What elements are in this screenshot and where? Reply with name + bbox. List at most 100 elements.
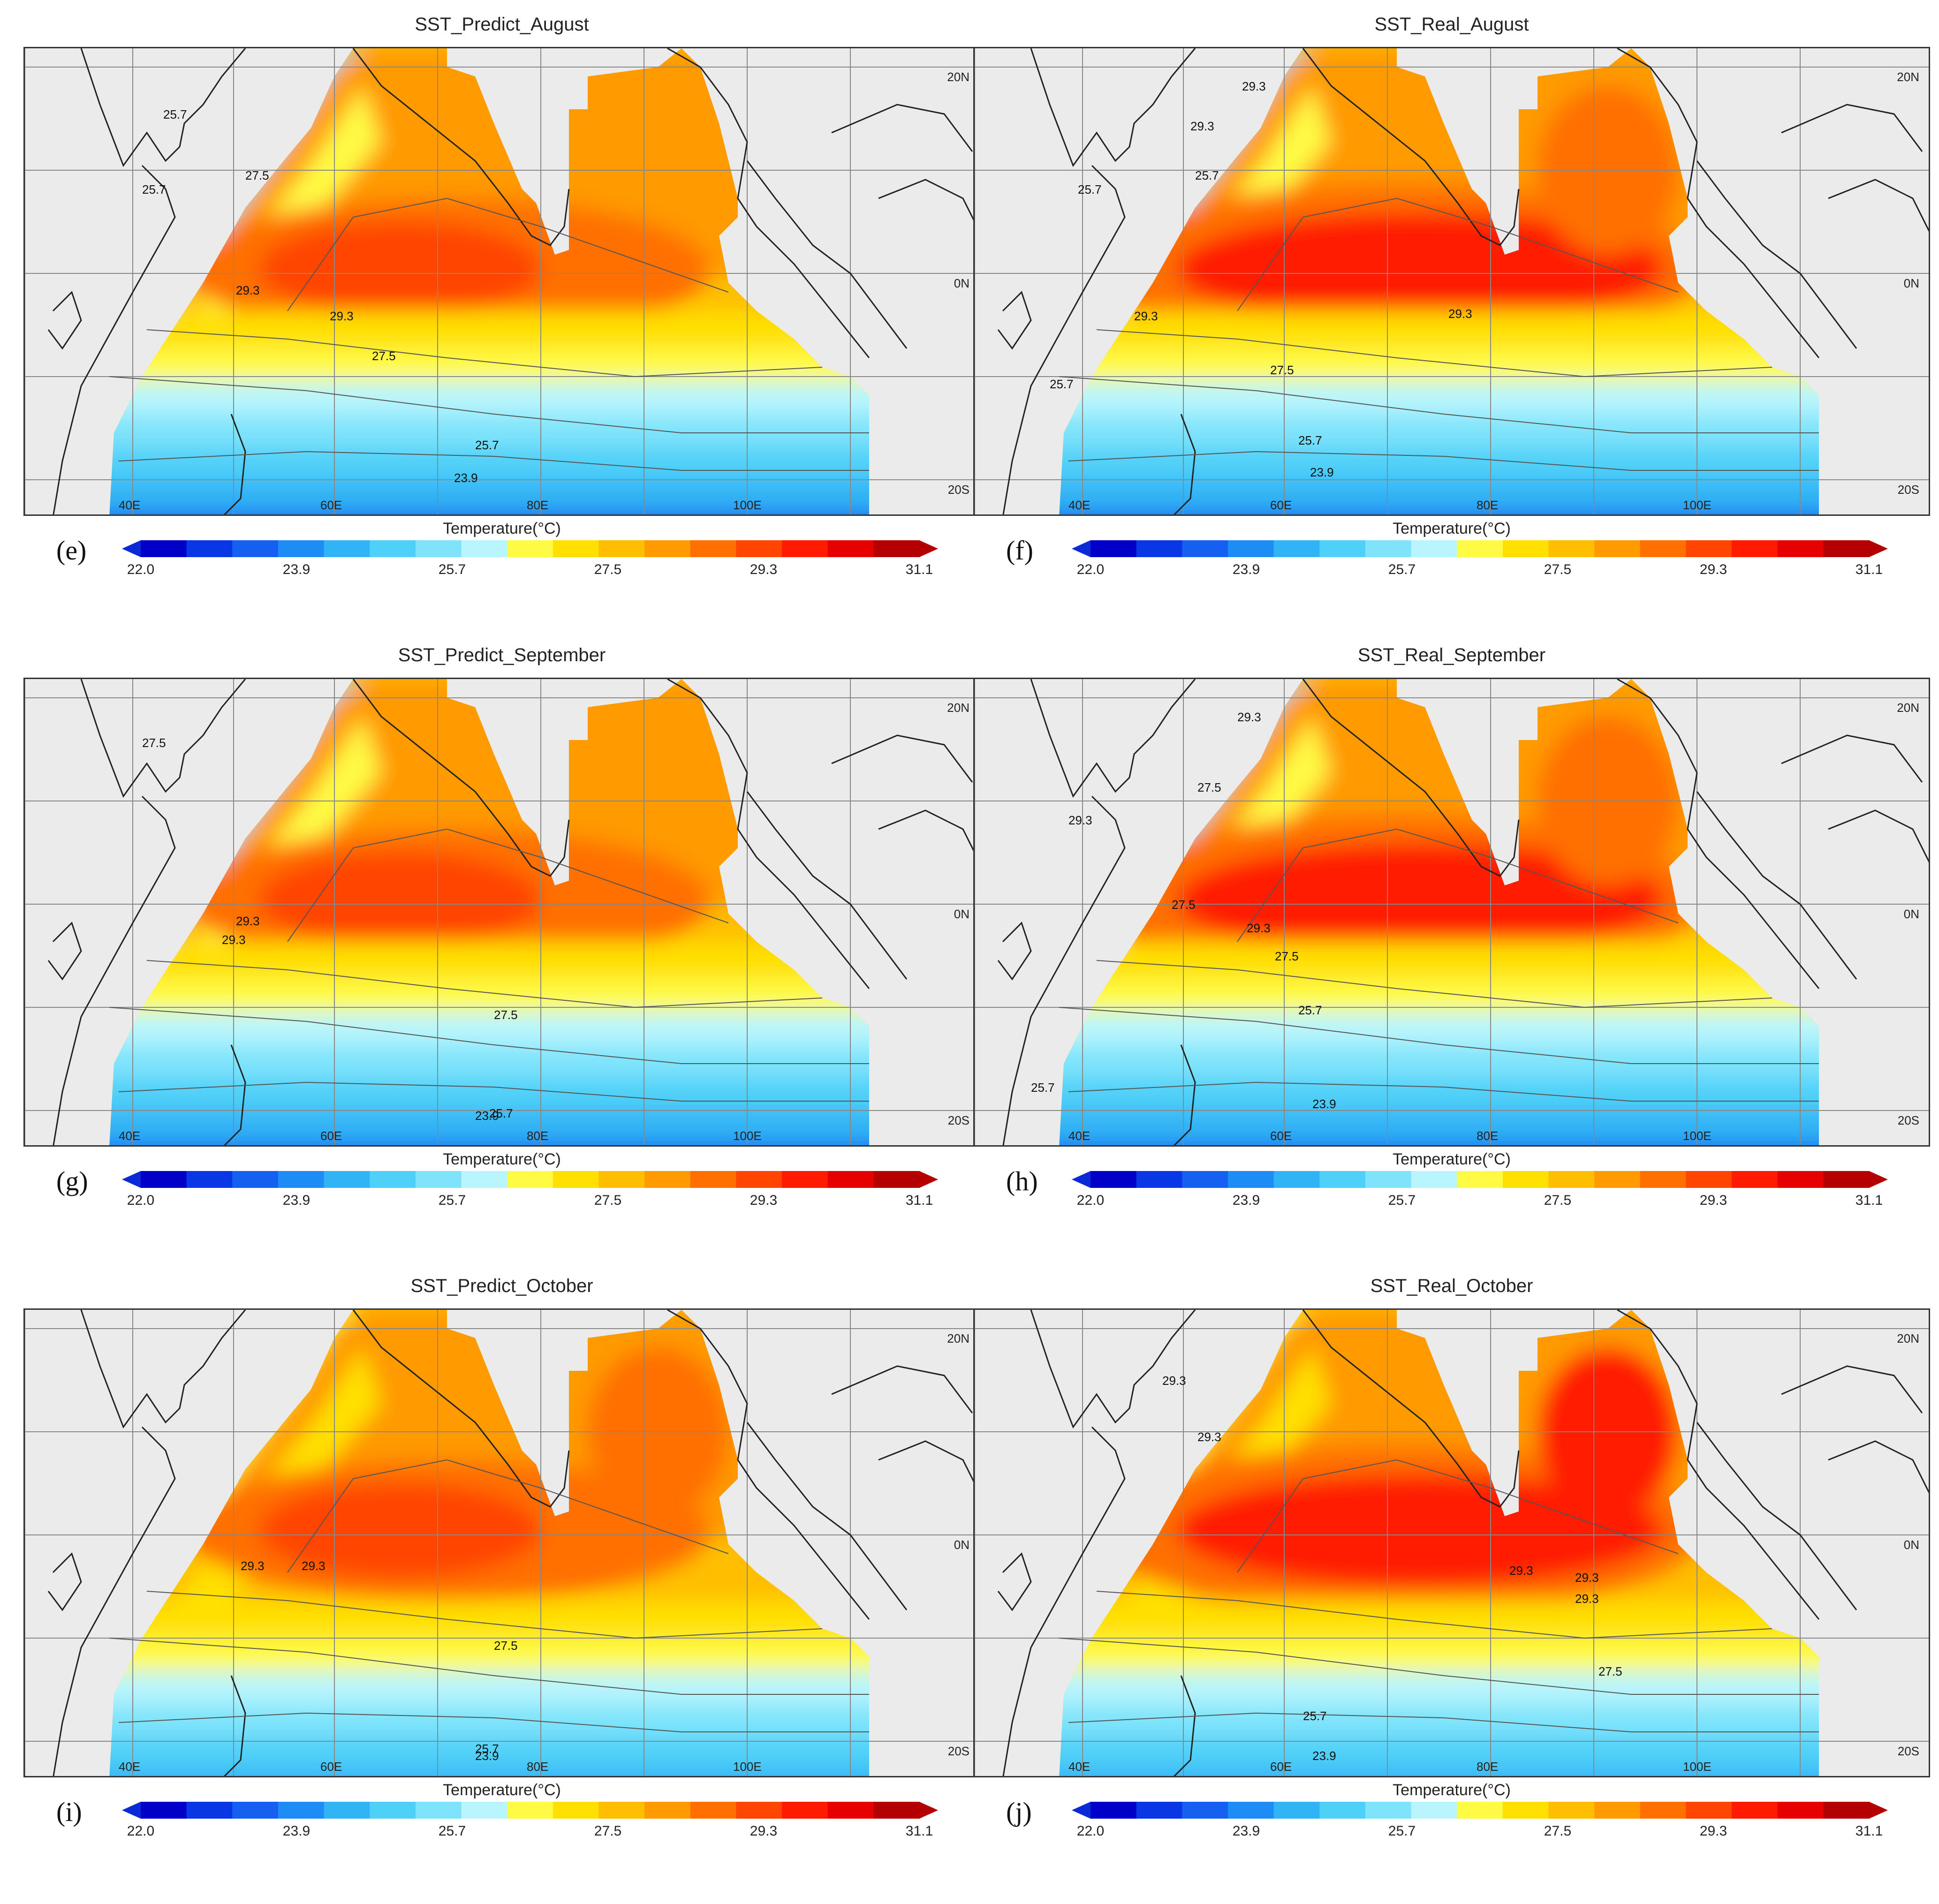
isotherm-group <box>109 828 869 1102</box>
latitude-label: 0N <box>954 907 970 921</box>
sst-map-svg: 29.3 27.5 29.3 27.5 29.3 27.5 25.7 25.7 23.9 <box>975 679 1929 1145</box>
coastline <box>1828 809 1929 863</box>
colorbar-swatch <box>553 1802 599 1819</box>
colorbar-tick-label: 31.1 <box>905 1823 933 1839</box>
sst-field <box>1059 679 1819 1145</box>
panel-title: SST_Real_September <box>1357 645 1546 665</box>
sst-band-south <box>109 1769 869 1776</box>
colorbar-swatch <box>186 1802 233 1819</box>
coastline-group <box>47 679 979 1145</box>
colorbar <box>1072 540 1916 557</box>
colorbar-swatch <box>1136 1171 1182 1188</box>
longitude-label: 60E <box>1270 498 1292 512</box>
colorbar-tick-label: 29.3 <box>1699 562 1727 577</box>
isotherm-line <box>287 197 729 311</box>
isotherm-label: 27.5 <box>1172 898 1196 912</box>
colorbar-swatch <box>324 1171 370 1188</box>
colorbar-swatch <box>1091 1171 1137 1188</box>
coastline <box>1696 791 1857 980</box>
colorbar-under-arrow <box>1072 1171 1091 1188</box>
longitude-label: 60E <box>1270 1760 1292 1774</box>
colorbar-over-arrow <box>1869 540 1888 557</box>
longitude-label: 40E <box>119 1760 141 1774</box>
longitude-label: 60E <box>320 1760 342 1774</box>
colorbar-swatch <box>461 540 507 557</box>
coastline <box>831 734 973 783</box>
colorbar-swatch <box>1594 1802 1641 1819</box>
latitude-label: 20S <box>947 1744 970 1758</box>
colorbar-swatch <box>598 1171 645 1188</box>
isotherm-line <box>109 376 869 433</box>
colorbar-swatch <box>782 540 828 557</box>
coastline <box>80 1310 246 1429</box>
map-panel: SST_Real_September 29.3 27.5 29.3 27.5 29.3 27… <box>973 645 1930 1273</box>
colorbar-swatch <box>232 540 279 557</box>
panel-letter: (h) <box>1006 1166 1038 1196</box>
coastline-group <box>997 1310 1929 1776</box>
sst-map-svg: 29.3 25.7 25.7 29.3 29.3 29.3 27.5 25.7 25.7 23.9 <box>975 48 1929 514</box>
isotherm-label: 29.3 <box>236 283 260 297</box>
coastline <box>997 922 1032 981</box>
sst-band-south <box>109 1143 869 1145</box>
isotherm-label: 29.3 <box>222 933 246 947</box>
colorbar-tick-row: 22.0 23.9 25.7 27.5 29.3 31.1 <box>973 1823 1930 1842</box>
graticule <box>25 1310 979 1776</box>
sst-map-svg: 29.3 29.3 27.5 25.723.9 <box>25 1310 979 1776</box>
colorbar-swatch <box>598 540 645 557</box>
colorbar-swatch <box>232 1171 279 1188</box>
colorbar-tick-label: 31.1 <box>1855 1193 1883 1208</box>
sst-band-south <box>109 513 869 514</box>
colorbar-swatch <box>1365 1171 1412 1188</box>
colorbar-swatch <box>1594 540 1641 557</box>
coastline <box>1617 1310 1820 1620</box>
coastline <box>1030 679 1196 798</box>
isotherm-line <box>1059 1007 1819 1064</box>
colorbar-title: Temperature(°C) <box>1393 1150 1511 1168</box>
isotherm-line <box>287 1459 729 1573</box>
colorbar-over-arrow <box>919 1802 938 1819</box>
colorbar-over-arrow <box>919 540 938 557</box>
colorbar-title: Temperature(°C) <box>443 520 561 537</box>
isotherm-label: 25.7 <box>1298 1003 1322 1017</box>
colorbar-swatch <box>827 1802 874 1819</box>
isotherm-label: 23.9 <box>1312 1097 1336 1111</box>
colorbar-swatch <box>1091 1802 1137 1819</box>
colorbar-tick-row: 22.0 23.9 25.7 27.5 29.3 31.1 <box>23 562 980 581</box>
isotherm-line <box>146 329 823 378</box>
colorbar-swatch <box>507 1171 553 1188</box>
colorbar-tick-label: 22.0 <box>127 1823 155 1839</box>
isotherm-label: 29.3 <box>1197 1430 1221 1444</box>
longitude-label: 60E <box>320 1129 342 1143</box>
colorbar-swatch <box>1411 1802 1457 1819</box>
colorbar-swatch <box>324 1802 370 1819</box>
sst-gradient-layer <box>1059 48 1819 514</box>
colorbar-swatch <box>1182 540 1228 557</box>
colorbar-swatch <box>141 1171 187 1188</box>
colorbar-tick-row: 22.0 23.9 25.7 27.5 29.3 31.1 <box>23 1193 980 1211</box>
colorbar-swatch <box>278 540 325 557</box>
sst-band-south <box>109 1111 869 1145</box>
isotherm-label: 25.7 <box>475 1742 499 1756</box>
colorbar-swatch <box>1182 1802 1228 1819</box>
longitude-label: 60E <box>1270 1129 1292 1143</box>
colorbar-tick-label: 27.5 <box>594 1823 622 1839</box>
isotherm-line <box>146 960 823 1008</box>
coastline <box>80 48 246 167</box>
coastline <box>223 1044 246 1145</box>
longitude-label: 80E <box>527 1129 549 1143</box>
colorbar-tick-label: 22.0 <box>1076 1193 1105 1208</box>
coastline <box>1617 679 1820 989</box>
colorbar-swatch <box>1823 540 1870 557</box>
panel-letter: (i) <box>56 1797 82 1827</box>
colorbar-tick-label: 27.5 <box>594 562 622 577</box>
coastline <box>667 48 870 358</box>
coastline <box>831 104 973 152</box>
colorbar-swatch <box>1732 1802 1778 1819</box>
sst-field <box>1059 1310 1819 1776</box>
colorbar-swatch <box>1732 540 1778 557</box>
colorbar-title: Temperature(°C) <box>443 1150 561 1168</box>
colorbar-swatch <box>1227 540 1274 557</box>
sst-map: 29.3 29.3 29.3 29.3 29.3 27.5 25.7 23.9 20N 0N 20S… <box>973 1308 1930 1777</box>
colorbar-swatch <box>827 540 874 557</box>
latitude-label: 20N <box>947 70 970 84</box>
